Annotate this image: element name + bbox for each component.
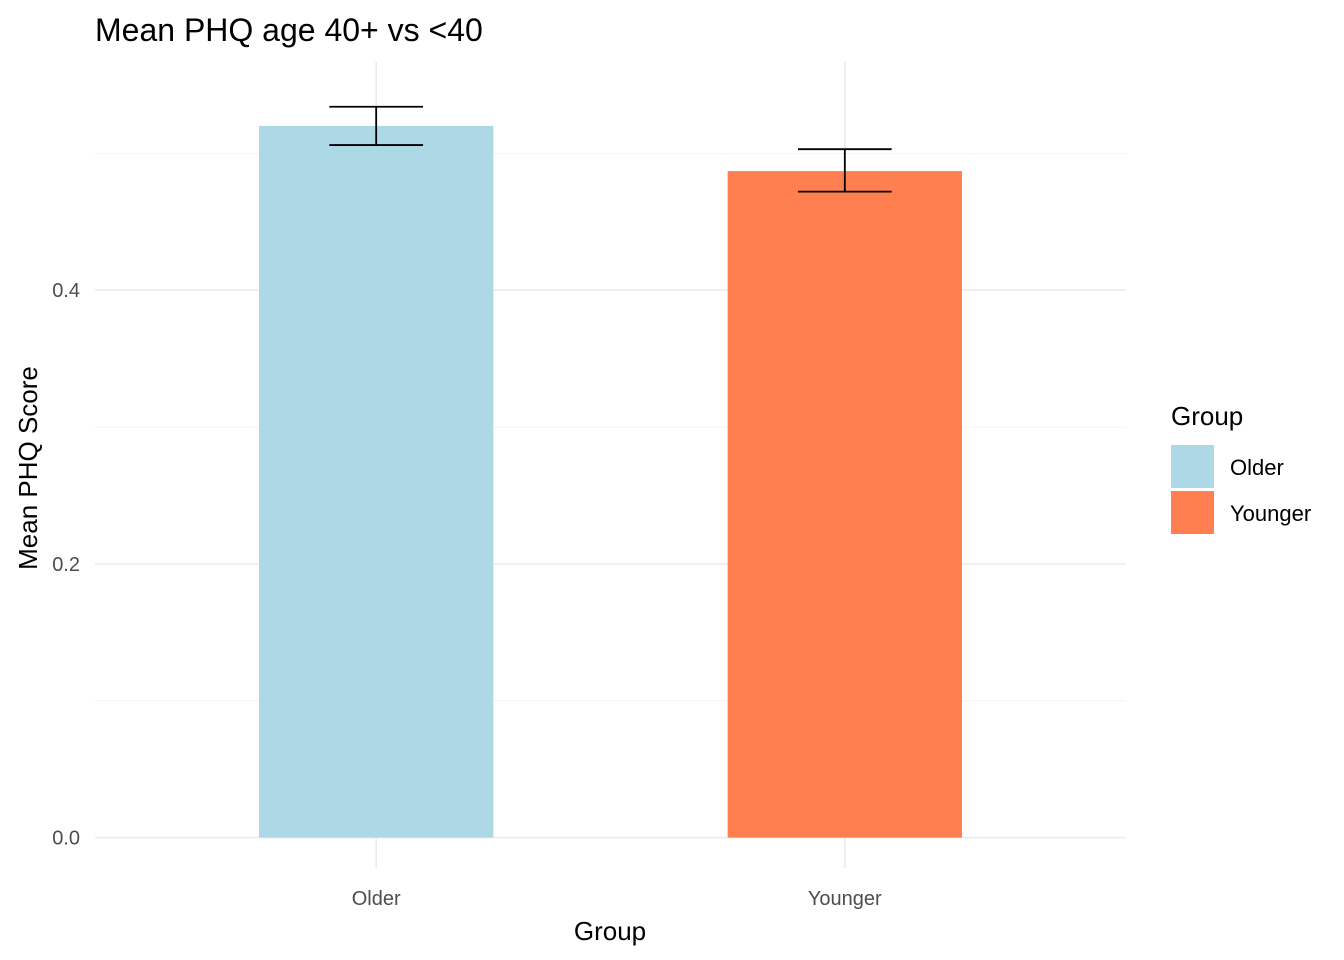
legend-item-older: Older <box>1171 445 1284 488</box>
legend-swatch <box>1171 445 1214 488</box>
grid-layer <box>95 62 1126 868</box>
chart-title: Mean PHQ age 40+ vs <40 <box>95 12 483 48</box>
legend-title: Group <box>1171 401 1243 431</box>
legend-label: Older <box>1230 455 1284 480</box>
errorbar-layer <box>329 105 892 193</box>
y-tick-label: 0.2 <box>52 554 80 576</box>
y-tick-label: 0.0 <box>52 828 80 850</box>
legend-item-younger: Younger <box>1171 491 1311 534</box>
y-axis-title: Mean PHQ Score <box>13 366 43 570</box>
legend: Group Older Younger <box>1171 401 1311 534</box>
bar-younger <box>727 171 962 838</box>
legend-items: Older Younger <box>1171 445 1311 534</box>
bar-older <box>259 125 494 838</box>
x-tick-labels: Older Younger <box>352 888 882 910</box>
x-tick-label: Older <box>352 888 401 910</box>
x-tick-label: Younger <box>808 888 882 910</box>
x-axis-title: Group <box>574 916 646 946</box>
y-tick-label: 0.4 <box>52 280 80 302</box>
errorbar-older <box>329 105 424 146</box>
y-tick-labels: 0.0 0.2 0.4 <box>52 280 80 849</box>
bar-layer <box>259 125 962 838</box>
legend-label: Younger <box>1230 501 1311 526</box>
errorbar-younger <box>797 148 892 193</box>
legend-swatch <box>1171 491 1214 534</box>
